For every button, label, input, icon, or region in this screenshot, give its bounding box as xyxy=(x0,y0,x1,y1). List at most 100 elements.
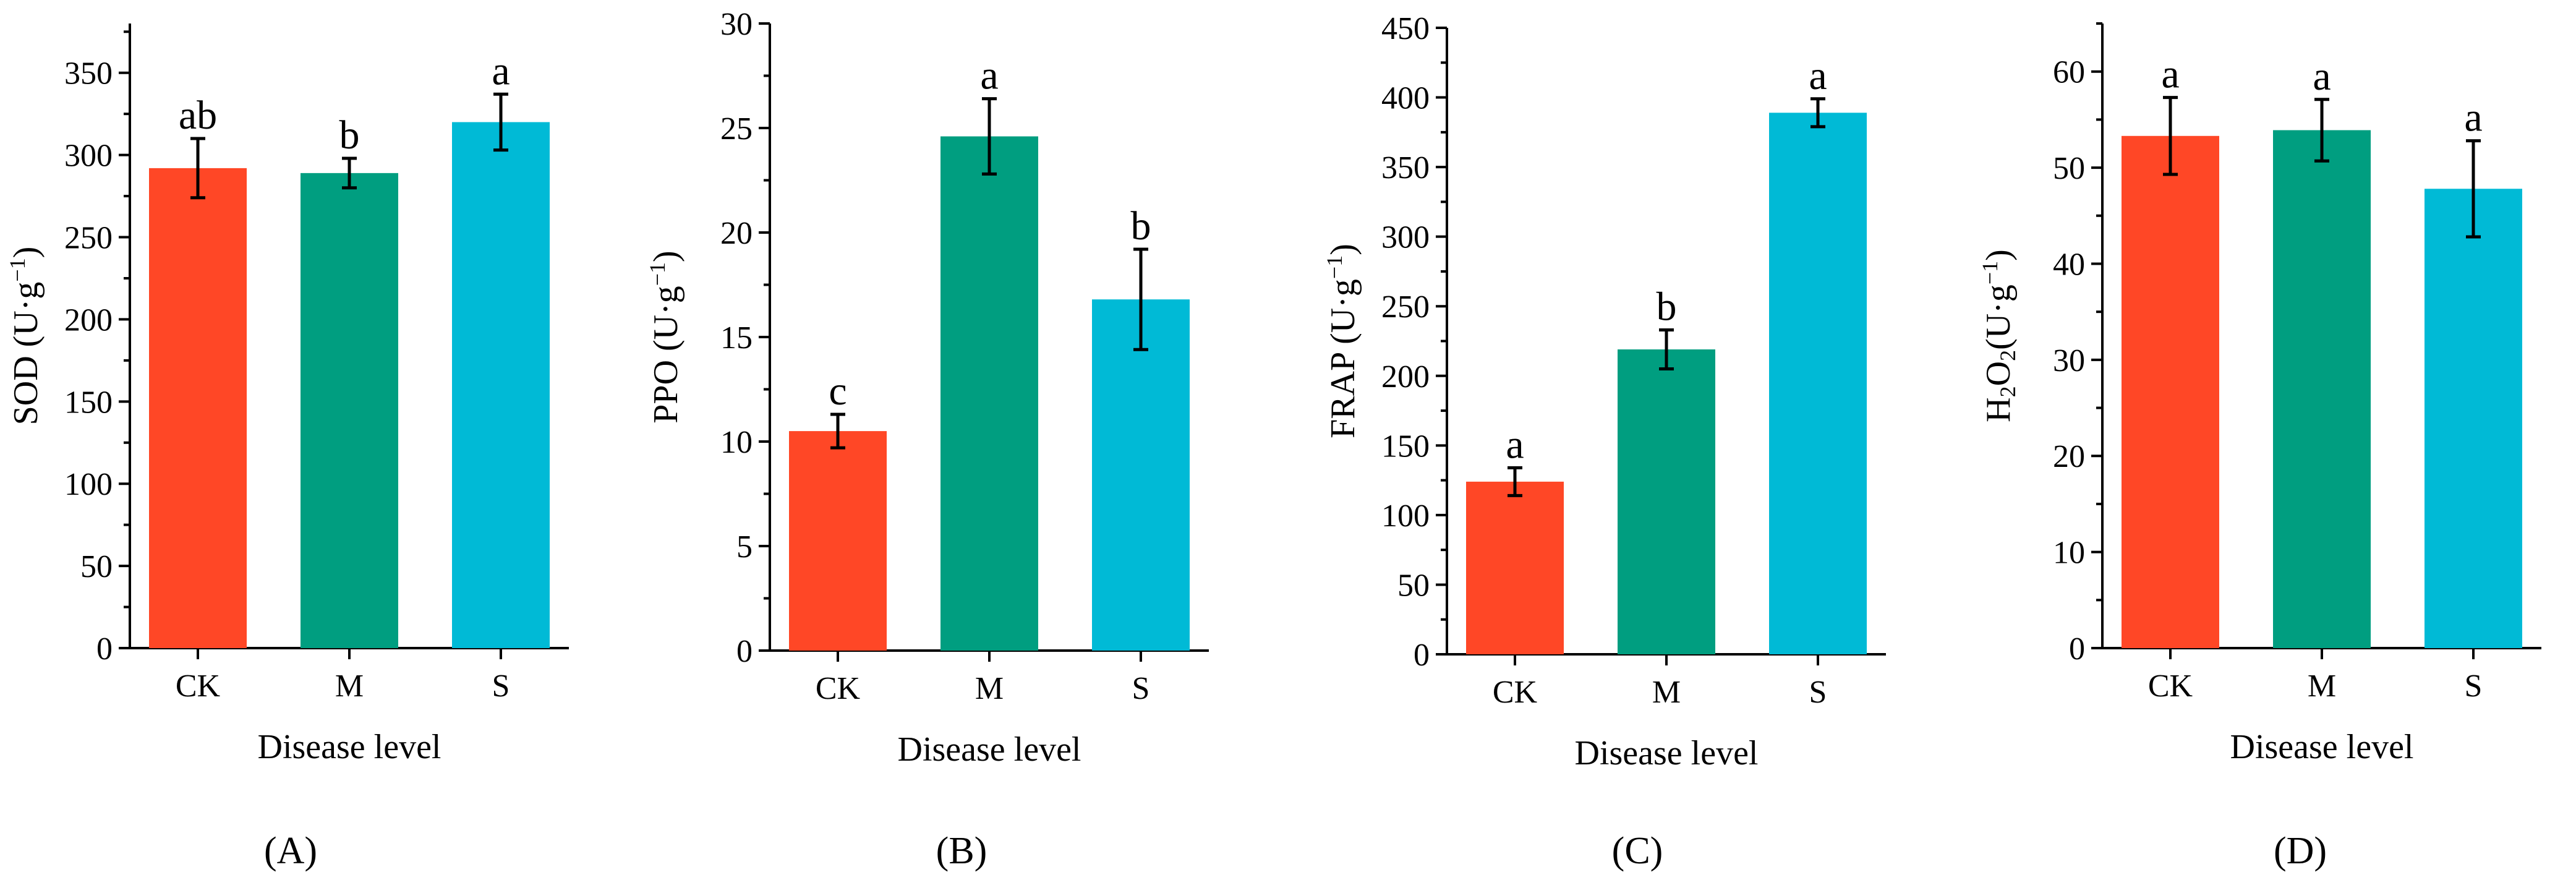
panel-letter: (C) xyxy=(1612,830,1663,872)
bar-s xyxy=(452,122,550,648)
x-axis-title: Disease level xyxy=(2230,728,2414,766)
y-tick-label: 300 xyxy=(1381,220,1430,255)
significance-label: b xyxy=(1131,203,1151,249)
panel-letter: (A) xyxy=(264,830,317,872)
bar-s xyxy=(1769,113,1867,655)
panel-letter: (D) xyxy=(2274,830,2327,872)
x-tick-label: S xyxy=(2465,669,2483,704)
y-axis-title-rest: (U·g xyxy=(1979,284,2018,350)
significance-label: b xyxy=(1657,284,1677,329)
y-axis-title-tail: ) xyxy=(647,250,685,262)
y-tick-label: 30 xyxy=(2053,343,2085,378)
bar-m xyxy=(301,173,398,648)
panel-b: 0 5 10 15 20 25 30 c CK a Mb S Disease level PPO (U·g… xyxy=(645,7,1209,872)
y-axis-title-main: SOD (U·g xyxy=(7,282,45,425)
y-axis-title: SOD (U·g−1) xyxy=(5,247,45,425)
y-tick-label: 450 xyxy=(1381,11,1430,46)
y-tick-label: 250 xyxy=(1381,289,1430,325)
y-axis-title-main: FRAP (U·g xyxy=(1324,279,1362,438)
y-tick-label: 15 xyxy=(720,320,753,356)
y-axis-title-tail: ) xyxy=(1979,249,2018,261)
y-axis-title-main: PPO (U·g xyxy=(647,286,685,423)
y-tick-label: 200 xyxy=(1381,359,1430,395)
bar-ck xyxy=(789,431,887,651)
y-tick-label: 350 xyxy=(64,56,113,92)
panel-letter: (B) xyxy=(936,830,987,872)
x-tick-label: M xyxy=(335,669,364,704)
panel-a: 0 50 100 150 200 250 300 350 ab CK b Ma S Disease lev… xyxy=(5,24,569,872)
y-axis-title-sup: −1 xyxy=(1322,255,1347,279)
x-tick-label: M xyxy=(2308,669,2336,704)
y-axis-title-tail: ) xyxy=(1324,244,1362,255)
x-axis-title: Disease level xyxy=(898,730,1081,769)
x-tick-label: M xyxy=(1652,675,1681,710)
x-tick-label: CK xyxy=(176,669,221,704)
y-axis-title-tail: ) xyxy=(7,247,45,258)
y-axis-title-sup: −1 xyxy=(5,258,30,281)
y-tick-label: 10 xyxy=(2053,536,2085,571)
bar-s xyxy=(2425,189,2522,648)
y-axis-title: H2O2(U·g−1) xyxy=(1977,249,2020,422)
y-tick-label: 50 xyxy=(2053,151,2085,186)
y-tick-label: 5 xyxy=(736,529,753,565)
y-tick-label: 60 xyxy=(2053,55,2085,90)
y-axis-title: PPO (U·g−1) xyxy=(645,250,685,423)
y-tick-label: 10 xyxy=(720,425,753,460)
significance-label: a xyxy=(1506,422,1524,467)
significance-label: a xyxy=(2464,95,2482,140)
bar-ck xyxy=(1466,481,1564,654)
y-tick-label: 0 xyxy=(96,631,113,667)
y-axis-title-main: H xyxy=(1979,397,2018,422)
bar-ck xyxy=(2122,135,2219,649)
bar-m xyxy=(2273,130,2371,648)
bar-s xyxy=(1092,299,1190,651)
x-tick-label: S xyxy=(1132,671,1150,706)
x-axis-title: Disease level xyxy=(1575,734,1759,772)
y-axis-title: FRAP (U·g−1) xyxy=(1322,244,1362,438)
y-tick-label: 150 xyxy=(64,385,113,420)
significance-label: a xyxy=(2161,52,2179,97)
y-tick-label: 400 xyxy=(1381,81,1430,116)
y-axis-title-sub1: 2 xyxy=(1995,386,2020,397)
y-tick-label: 25 xyxy=(720,111,753,147)
x-tick-label: M xyxy=(975,671,1004,706)
y-tick-label: 0 xyxy=(1414,638,1430,673)
x-axis-title: Disease level xyxy=(258,728,441,766)
y-tick-label: 150 xyxy=(1381,429,1430,464)
y-tick-label: 20 xyxy=(2053,439,2085,474)
significance-label: ab xyxy=(179,93,217,138)
y-axis-title-sup: −1 xyxy=(645,262,670,286)
bar-m xyxy=(1618,349,1715,654)
significance-label: a xyxy=(1809,53,1827,98)
significance-label: a xyxy=(2313,54,2331,99)
significance-label: a xyxy=(492,48,510,93)
significance-label: a xyxy=(980,53,998,98)
y-axis-title-sup: −1 xyxy=(1977,261,2002,284)
x-tick-label: CK xyxy=(816,671,861,706)
y-tick-label: 30 xyxy=(720,7,753,42)
y-tick-label: 350 xyxy=(1381,150,1430,186)
y-tick-label: 0 xyxy=(2069,631,2085,667)
y-tick-label: 250 xyxy=(64,221,113,256)
y-axis-title-sub2: 2 xyxy=(1995,350,2020,361)
y-axis-title-mid: O xyxy=(1979,361,2018,386)
y-tick-label: 300 xyxy=(64,139,113,174)
panel-c: 0 50 100 150 200 250 300 350 400 450 a CK b Ma S Diseas… xyxy=(1322,11,1886,872)
x-tick-label: S xyxy=(1809,675,1827,710)
bar-m xyxy=(940,136,1038,651)
y-tick-label: 50 xyxy=(80,549,113,584)
y-tick-label: 0 xyxy=(736,634,753,669)
y-tick-label: 20 xyxy=(720,216,753,251)
y-tick-label: 50 xyxy=(1397,568,1430,603)
significance-label: b xyxy=(339,113,360,158)
significance-label: c xyxy=(829,369,847,414)
x-tick-label: CK xyxy=(1493,675,1538,710)
y-tick-label: 200 xyxy=(64,302,113,338)
x-tick-label: S xyxy=(492,669,510,704)
y-tick-label: 100 xyxy=(64,467,113,502)
y-tick-label: 100 xyxy=(1381,498,1430,534)
y-tick-label: 40 xyxy=(2053,247,2085,282)
x-tick-label: CK xyxy=(2148,669,2193,704)
